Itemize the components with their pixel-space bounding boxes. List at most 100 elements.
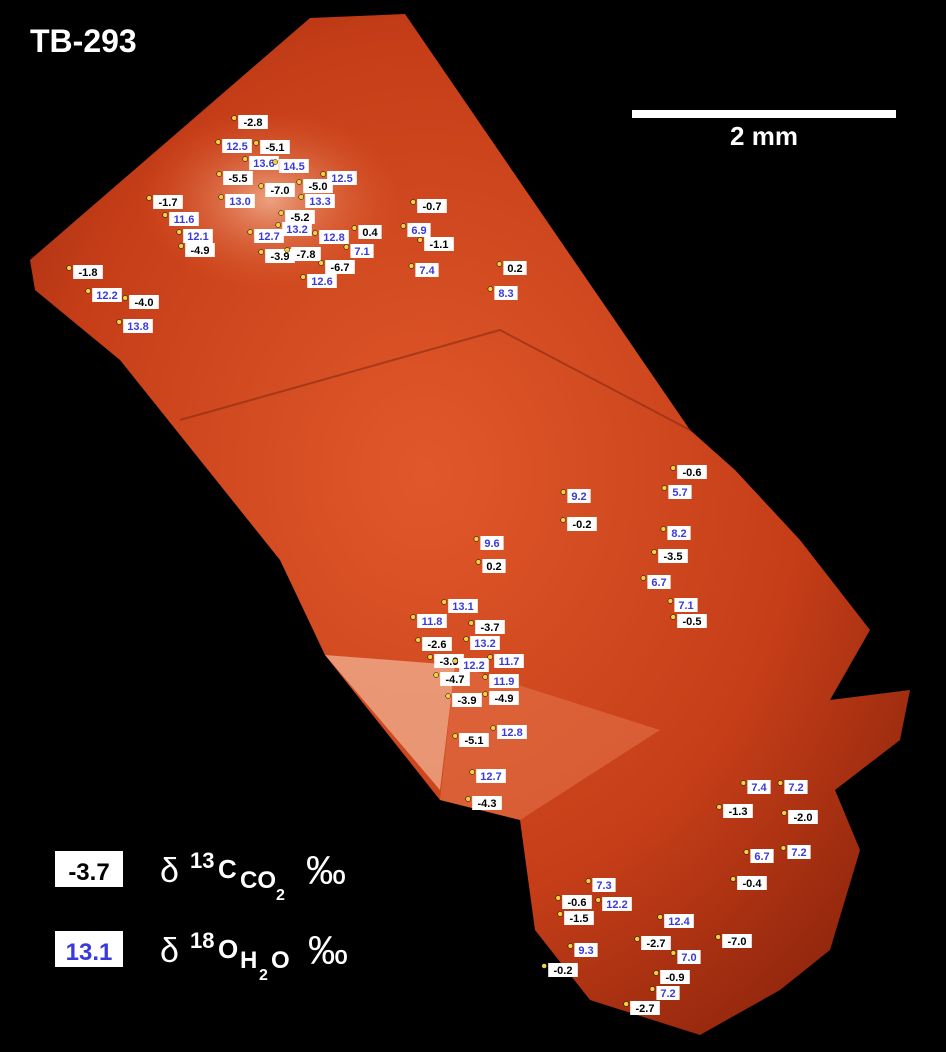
isotope-label: -5.0 [309,181,328,193]
isotope-label: -4.7 [446,674,465,686]
sample-spot [411,615,416,620]
isotope-label: -1.3 [729,806,748,818]
isotope-label: -0.7 [423,201,442,213]
isotope-label: -4.9 [495,693,514,705]
isotope-label: -2.7 [636,1003,655,1015]
sample-spot [243,157,248,162]
sample-spot [741,781,746,786]
sample-spot [652,550,657,555]
isotope-label: -4.3 [478,798,497,810]
isotope-label: -1.1 [430,239,449,251]
sample-spot [717,805,722,810]
sample-spot [650,987,655,992]
sample-spot [297,180,302,185]
isotope-label: -2.0 [794,812,813,824]
isotope-label: -5.1 [266,142,285,154]
isotope-label: 13.1 [452,601,473,613]
sample-spot [668,599,673,604]
isotope-label: -5.1 [465,735,484,747]
sample-spot [558,912,563,917]
legend-symbol: δ [160,932,179,970]
sample-spot [67,266,72,271]
sample-spot [319,261,324,266]
isotope-label: -0.5 [683,616,702,628]
sample-spot [401,224,406,229]
sample-spot [641,576,646,581]
legend-species: O [271,947,290,974]
sample-spot [217,172,222,177]
sample-spot [542,964,547,969]
sample-spot [661,527,666,532]
sample-spot [301,275,306,280]
sample-spot [273,160,278,165]
sample-spot [568,944,573,949]
isotope-label: 6.7 [651,577,666,589]
isotope-label: 0.4 [362,227,378,239]
isotope-label: 9.3 [578,945,593,957]
isotope-label: -7.0 [728,936,747,948]
sample-spot [464,637,469,642]
isotope-label: 13.2 [474,638,495,650]
legend-isotope: 13 [190,848,214,873]
sample-spot [671,615,676,620]
sample-spot [488,655,493,660]
sample-spot [117,320,122,325]
sample-spot [488,287,493,292]
sample-spot [635,937,640,942]
legend-sample: 13.1 [66,939,113,966]
isotope-label: -1.8 [79,267,98,279]
sample-spot [276,223,281,228]
sample-spot [248,230,253,235]
isotope-label: -0.2 [554,965,573,977]
isotope-label: 7.2 [660,988,675,1000]
isotope-label: 12.8 [501,727,522,739]
sample-spot [491,726,496,731]
isotope-label: -1.5 [570,913,589,925]
sample-spot [624,1002,629,1007]
scale-bar [632,110,896,118]
sample-spot [344,245,349,250]
isotope-label: -3.7 [481,622,500,634]
sample-spot [416,638,421,643]
isotope-label: 12.6 [311,276,332,288]
isotope-label: 5.7 [672,487,687,499]
sample-spot [428,655,433,660]
legend-sample: -3.7 [68,859,109,886]
sample-spot [671,951,676,956]
isotope-label: 7.1 [678,600,693,612]
sample-spot [219,195,224,200]
sample-spot [469,621,474,626]
isotope-label: -7.8 [297,249,316,261]
sample-spot [556,896,561,901]
sample-spot [483,692,488,697]
isotope-label: 13.3 [309,196,330,208]
sample-spot [321,172,326,177]
isotope-label: 11.9 [494,676,515,688]
isotope-label: -0.9 [666,972,685,984]
isotope-label: 7.4 [419,265,435,277]
isotope-label: 7.2 [791,847,806,859]
isotope-label: 13.6 [253,158,274,170]
sample-spot [411,200,416,205]
sample-spot [453,659,458,664]
sample-spot [123,296,128,301]
sample-spot [216,140,221,145]
isotope-label: -4.0 [135,297,154,309]
sample-spot [476,560,481,565]
sample-spot [285,248,290,253]
isotope-label: 0.2 [507,263,522,275]
legend-element: C [218,854,237,884]
legend-species: CO [240,867,276,894]
isotope-label: 12.2 [463,660,484,672]
isotope-label: 7.1 [354,246,369,258]
sample-spot [497,262,502,267]
isotope-label: 13.0 [229,196,250,208]
sample-spot [232,116,237,121]
isotope-label: -3.9 [271,251,290,263]
sample-spot [352,226,357,231]
isotope-label: -4.9 [191,245,210,257]
legend-isotope: 18 [190,928,214,953]
sample-spot [279,211,284,216]
sample-spot [299,195,304,200]
isotope-label: 14.5 [283,161,304,173]
